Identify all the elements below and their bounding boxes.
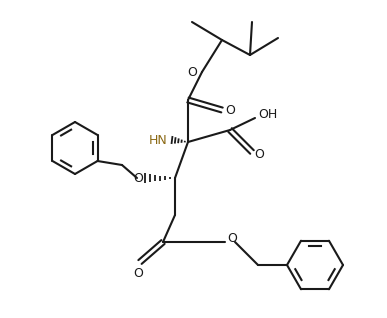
Text: OH: OH — [258, 108, 277, 121]
Text: O: O — [225, 103, 235, 116]
Text: O: O — [187, 66, 197, 79]
Text: O: O — [254, 148, 264, 161]
Text: O: O — [133, 171, 143, 184]
Text: O: O — [227, 232, 237, 245]
Text: O: O — [133, 267, 143, 280]
Text: HN: HN — [149, 134, 168, 147]
